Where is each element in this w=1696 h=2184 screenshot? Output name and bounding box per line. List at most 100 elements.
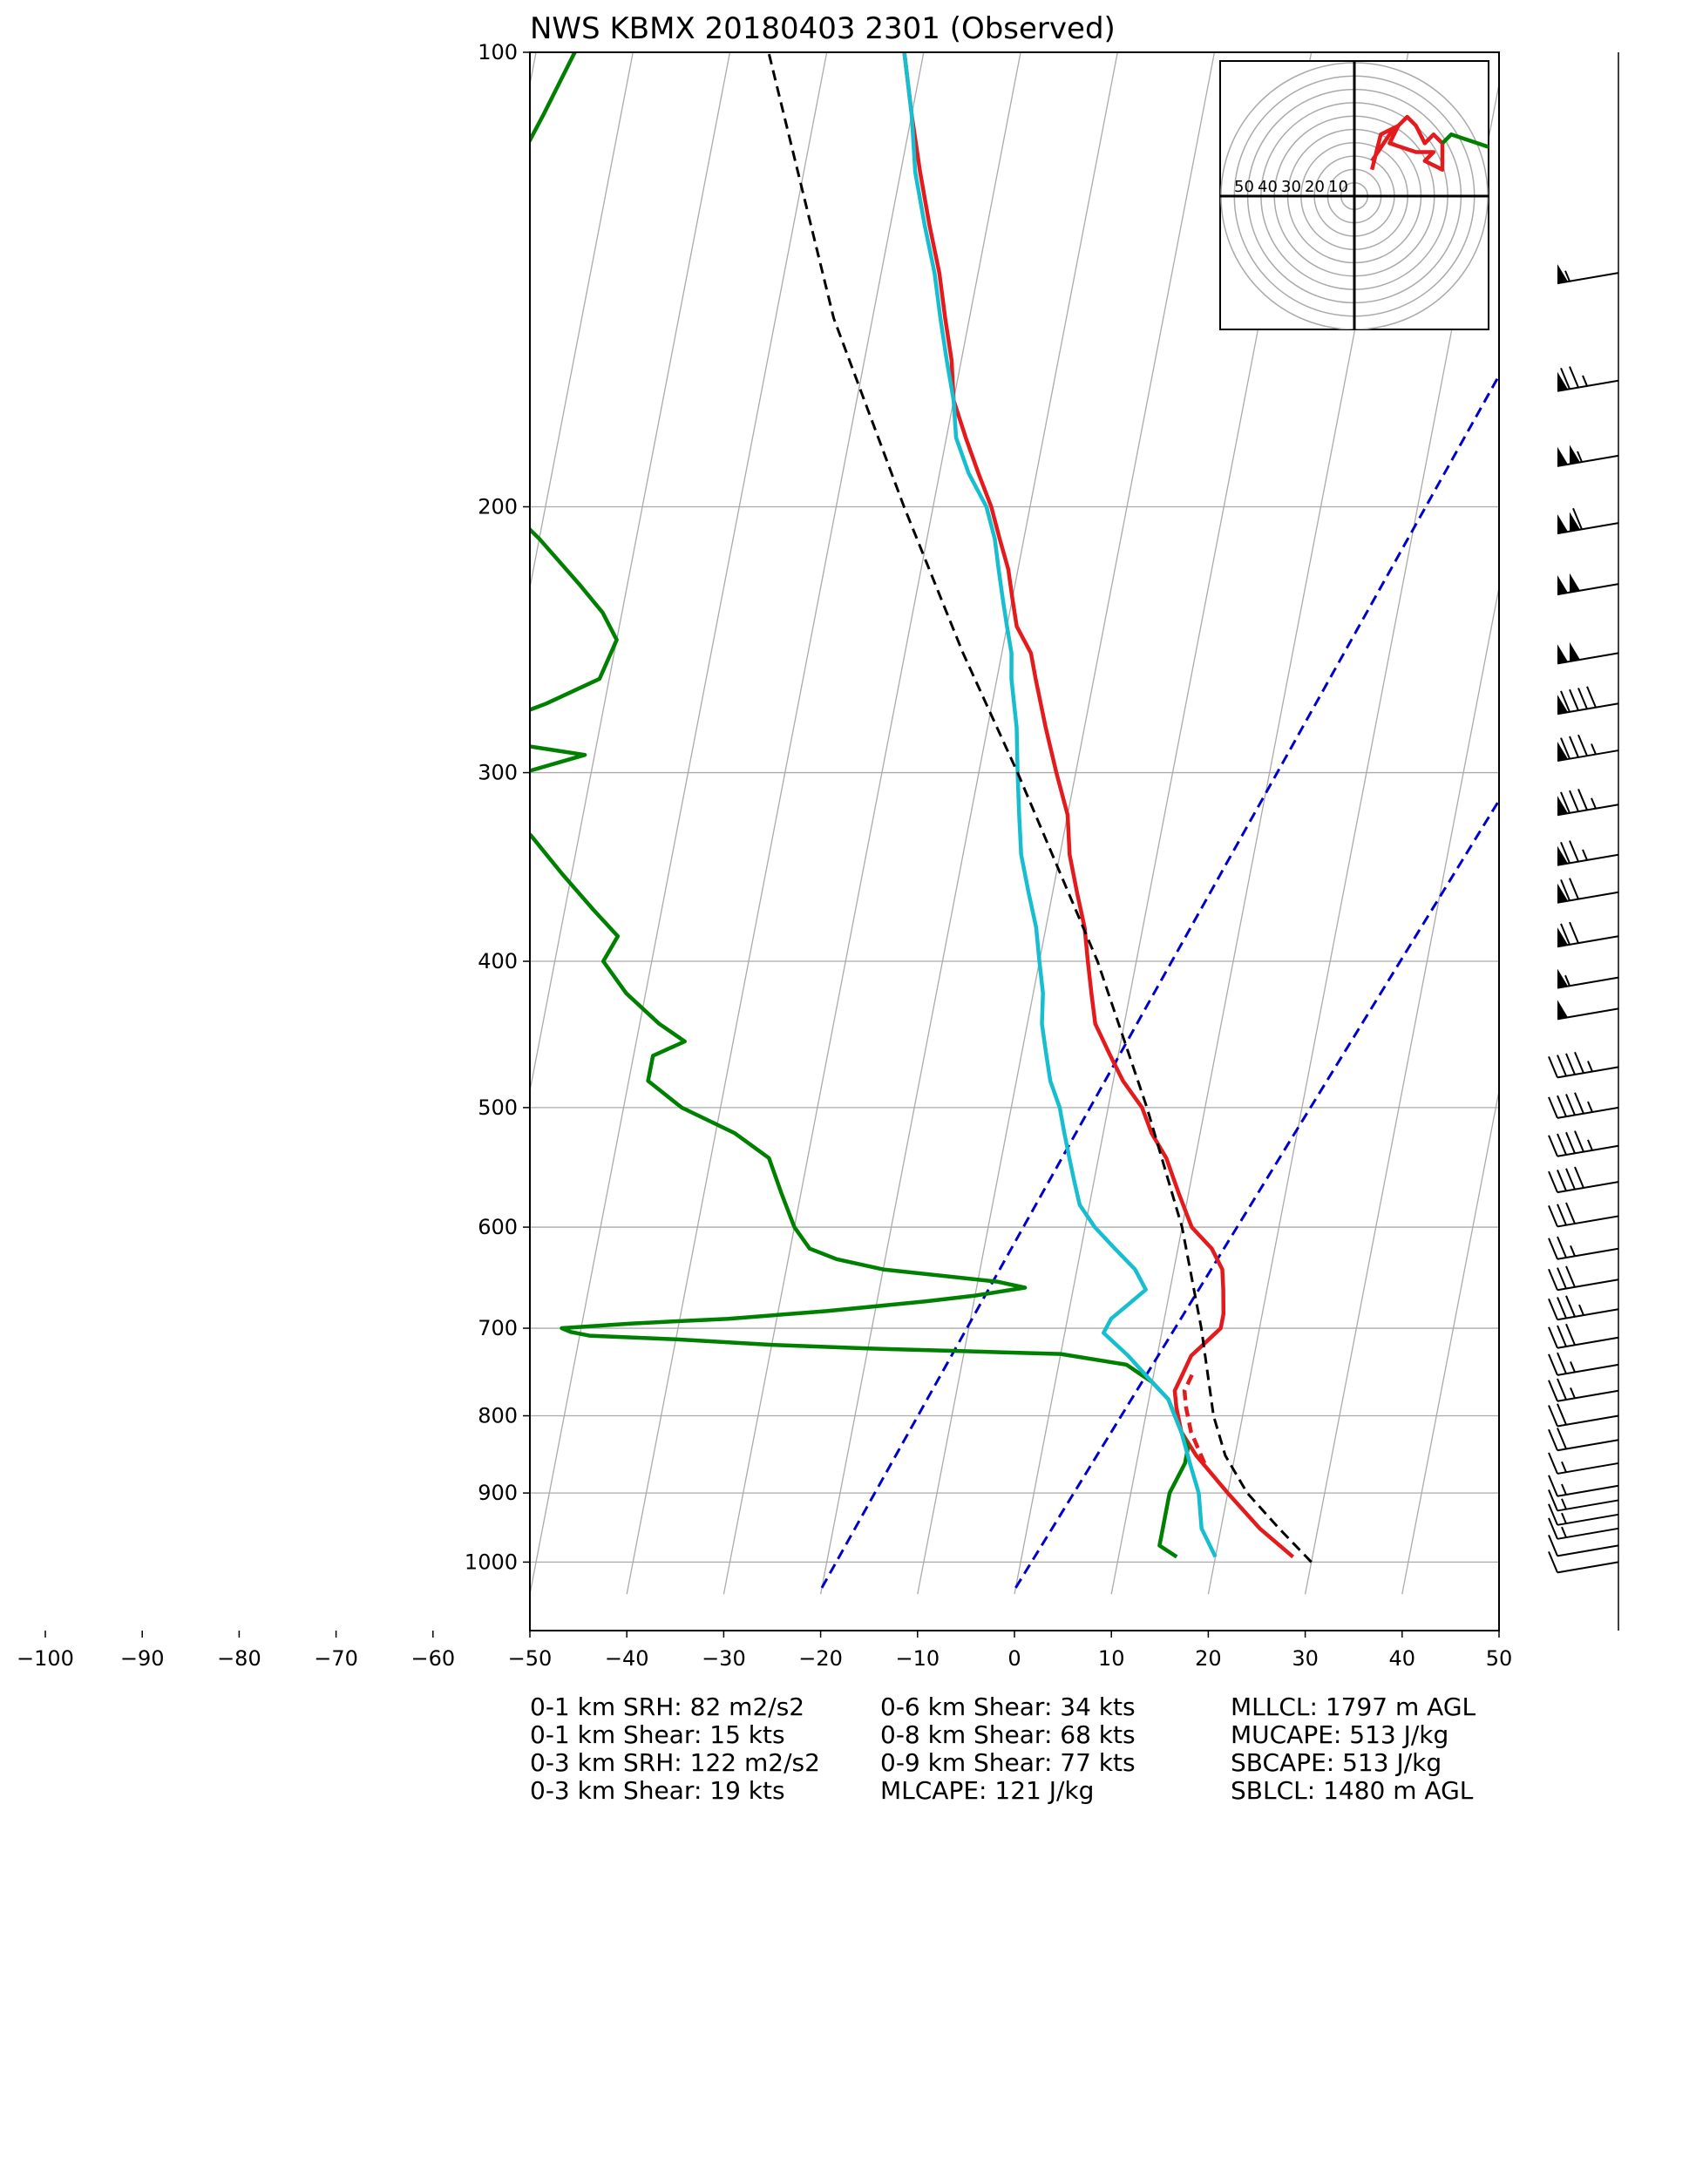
wind-barb	[1548, 1551, 1619, 1574]
isotherm-line	[917, 52, 1216, 1595]
x-tick-label: 40	[1389, 1646, 1416, 1671]
barb-shaft	[1557, 1215, 1619, 1228]
barb-full	[1565, 1131, 1576, 1154]
barb-full	[1577, 789, 1588, 811]
y-tick-label: 800	[478, 1404, 518, 1428]
barb-pennant	[1557, 264, 1568, 284]
wind-barb	[1557, 264, 1619, 285]
barb-full	[1548, 1238, 1558, 1260]
wind-barb	[1557, 686, 1619, 716]
barb-full	[1560, 878, 1570, 901]
y-tick-label: 600	[478, 1215, 518, 1239]
wind-barb	[1548, 1202, 1619, 1228]
barb-full	[1557, 1352, 1567, 1374]
barb-full	[1565, 1202, 1576, 1224]
stats-block: 0-1 km SRH: 82 m2/s20-1 km Shear: 15 kts…	[530, 1692, 1476, 1805]
barb-shaft	[1557, 1181, 1619, 1194]
barb-full	[1548, 1326, 1558, 1349]
barb-shaft	[1557, 1462, 1619, 1475]
y-tick-label: 200	[478, 495, 518, 519]
barb-pennant	[1570, 641, 1580, 661]
barb-half	[1577, 451, 1583, 463]
barb-half	[1561, 1483, 1567, 1496]
x-tick-label: −70	[314, 1646, 358, 1671]
barb-shaft	[1557, 1484, 1619, 1497]
x-tick-label: −50	[508, 1646, 553, 1671]
barb-shaft	[1557, 1544, 1619, 1557]
x-tick-label: −40	[605, 1646, 649, 1671]
barb-pennant	[1557, 883, 1568, 903]
barb-shaft	[1557, 1513, 1619, 1526]
barb-full	[1548, 1205, 1558, 1227]
barb-half	[1582, 849, 1588, 861]
barb-full	[1548, 1298, 1558, 1320]
stat-text: SBLCL: 1480 m AGL	[1231, 1776, 1474, 1805]
barb-pennant	[1557, 371, 1568, 391]
barb-full	[1565, 1094, 1576, 1116]
grid-layer	[0, 52, 1499, 1595]
barb-shaft	[1557, 1389, 1619, 1402]
barb-full	[1577, 688, 1588, 709]
dewpoint-line	[530, 52, 1191, 1559]
hodo-inner	[1220, 61, 1489, 329]
stat-text: 0-1 km Shear: 15 kts	[530, 1720, 785, 1749]
barb-pennant	[1557, 446, 1568, 466]
isotherm-line	[1304, 584, 1499, 1595]
hodo-ring-label: 20	[1305, 178, 1325, 196]
isotherm-line	[819, 52, 1118, 1595]
barb-half	[1591, 743, 1597, 755]
y-tick-label: 400	[478, 949, 518, 973]
barb-full	[1548, 1055, 1558, 1078]
barb-shaft	[1557, 1414, 1619, 1428]
x-tick-label: −30	[702, 1646, 746, 1671]
stat-text: 0-3 km Shear: 19 kts	[530, 1776, 785, 1805]
barb-shaft	[1557, 1439, 1619, 1452]
barb-full	[1557, 1403, 1567, 1426]
wind-barb	[1557, 1000, 1619, 1021]
wind-barb	[1557, 878, 1619, 904]
stat-text: 0-3 km SRH: 122 m2/s2	[530, 1748, 820, 1777]
barb-full	[1557, 1133, 1567, 1156]
isotherm-line	[530, 52, 537, 88]
x-tick-label: 0	[1007, 1646, 1021, 1671]
wind-barb	[1548, 1517, 1619, 1540]
isotherm-line	[0, 52, 148, 1594]
chart-title: NWS KBMX 20180403 2301 (Observed)	[530, 11, 1116, 46]
barb-half	[1591, 797, 1597, 810]
barb-shaft	[1557, 1499, 1619, 1512]
wind-barb	[1557, 573, 1619, 596]
barb-full	[1569, 366, 1579, 389]
barb-half	[1570, 1387, 1576, 1399]
stat-text: MUCAPE: 513 J/kg	[1231, 1720, 1448, 1749]
barb-shaft	[1557, 1106, 1619, 1119]
barb-full	[1557, 1236, 1567, 1258]
hodo-ring-labels: 50 40 30 20 10	[1234, 178, 1348, 196]
x-tick-label: −100	[17, 1646, 74, 1671]
wind-barb	[1548, 1236, 1619, 1260]
barb-shaft	[1557, 1066, 1619, 1079]
barb-full	[1557, 1055, 1567, 1077]
barb-half	[1564, 270, 1570, 282]
barb-half	[1561, 1461, 1567, 1473]
isotherm-line	[1498, 1591, 1499, 1595]
wind-barb	[1557, 840, 1619, 866]
barb-full	[1569, 736, 1579, 758]
barb-full	[1548, 1503, 1558, 1526]
barb-shaft	[1557, 1527, 1619, 1540]
barb-full	[1565, 1295, 1576, 1318]
barb-pennant	[1570, 512, 1580, 532]
barb-full	[1548, 1268, 1558, 1291]
wind-barb	[1548, 1534, 1619, 1557]
wind-barb	[1557, 789, 1619, 817]
reference-dashed-line	[820, 372, 1499, 1589]
x-tick-label: −60	[410, 1646, 455, 1671]
x-tick-label: −80	[217, 1646, 261, 1671]
wind-barb	[1548, 1092, 1619, 1119]
barb-shaft	[1557, 1279, 1619, 1292]
barb-half	[1570, 1245, 1576, 1257]
barb-pennant	[1557, 1000, 1568, 1020]
stat-text: 0-8 km Shear: 68 kts	[880, 1720, 1136, 1749]
barb-full	[1560, 923, 1570, 946]
